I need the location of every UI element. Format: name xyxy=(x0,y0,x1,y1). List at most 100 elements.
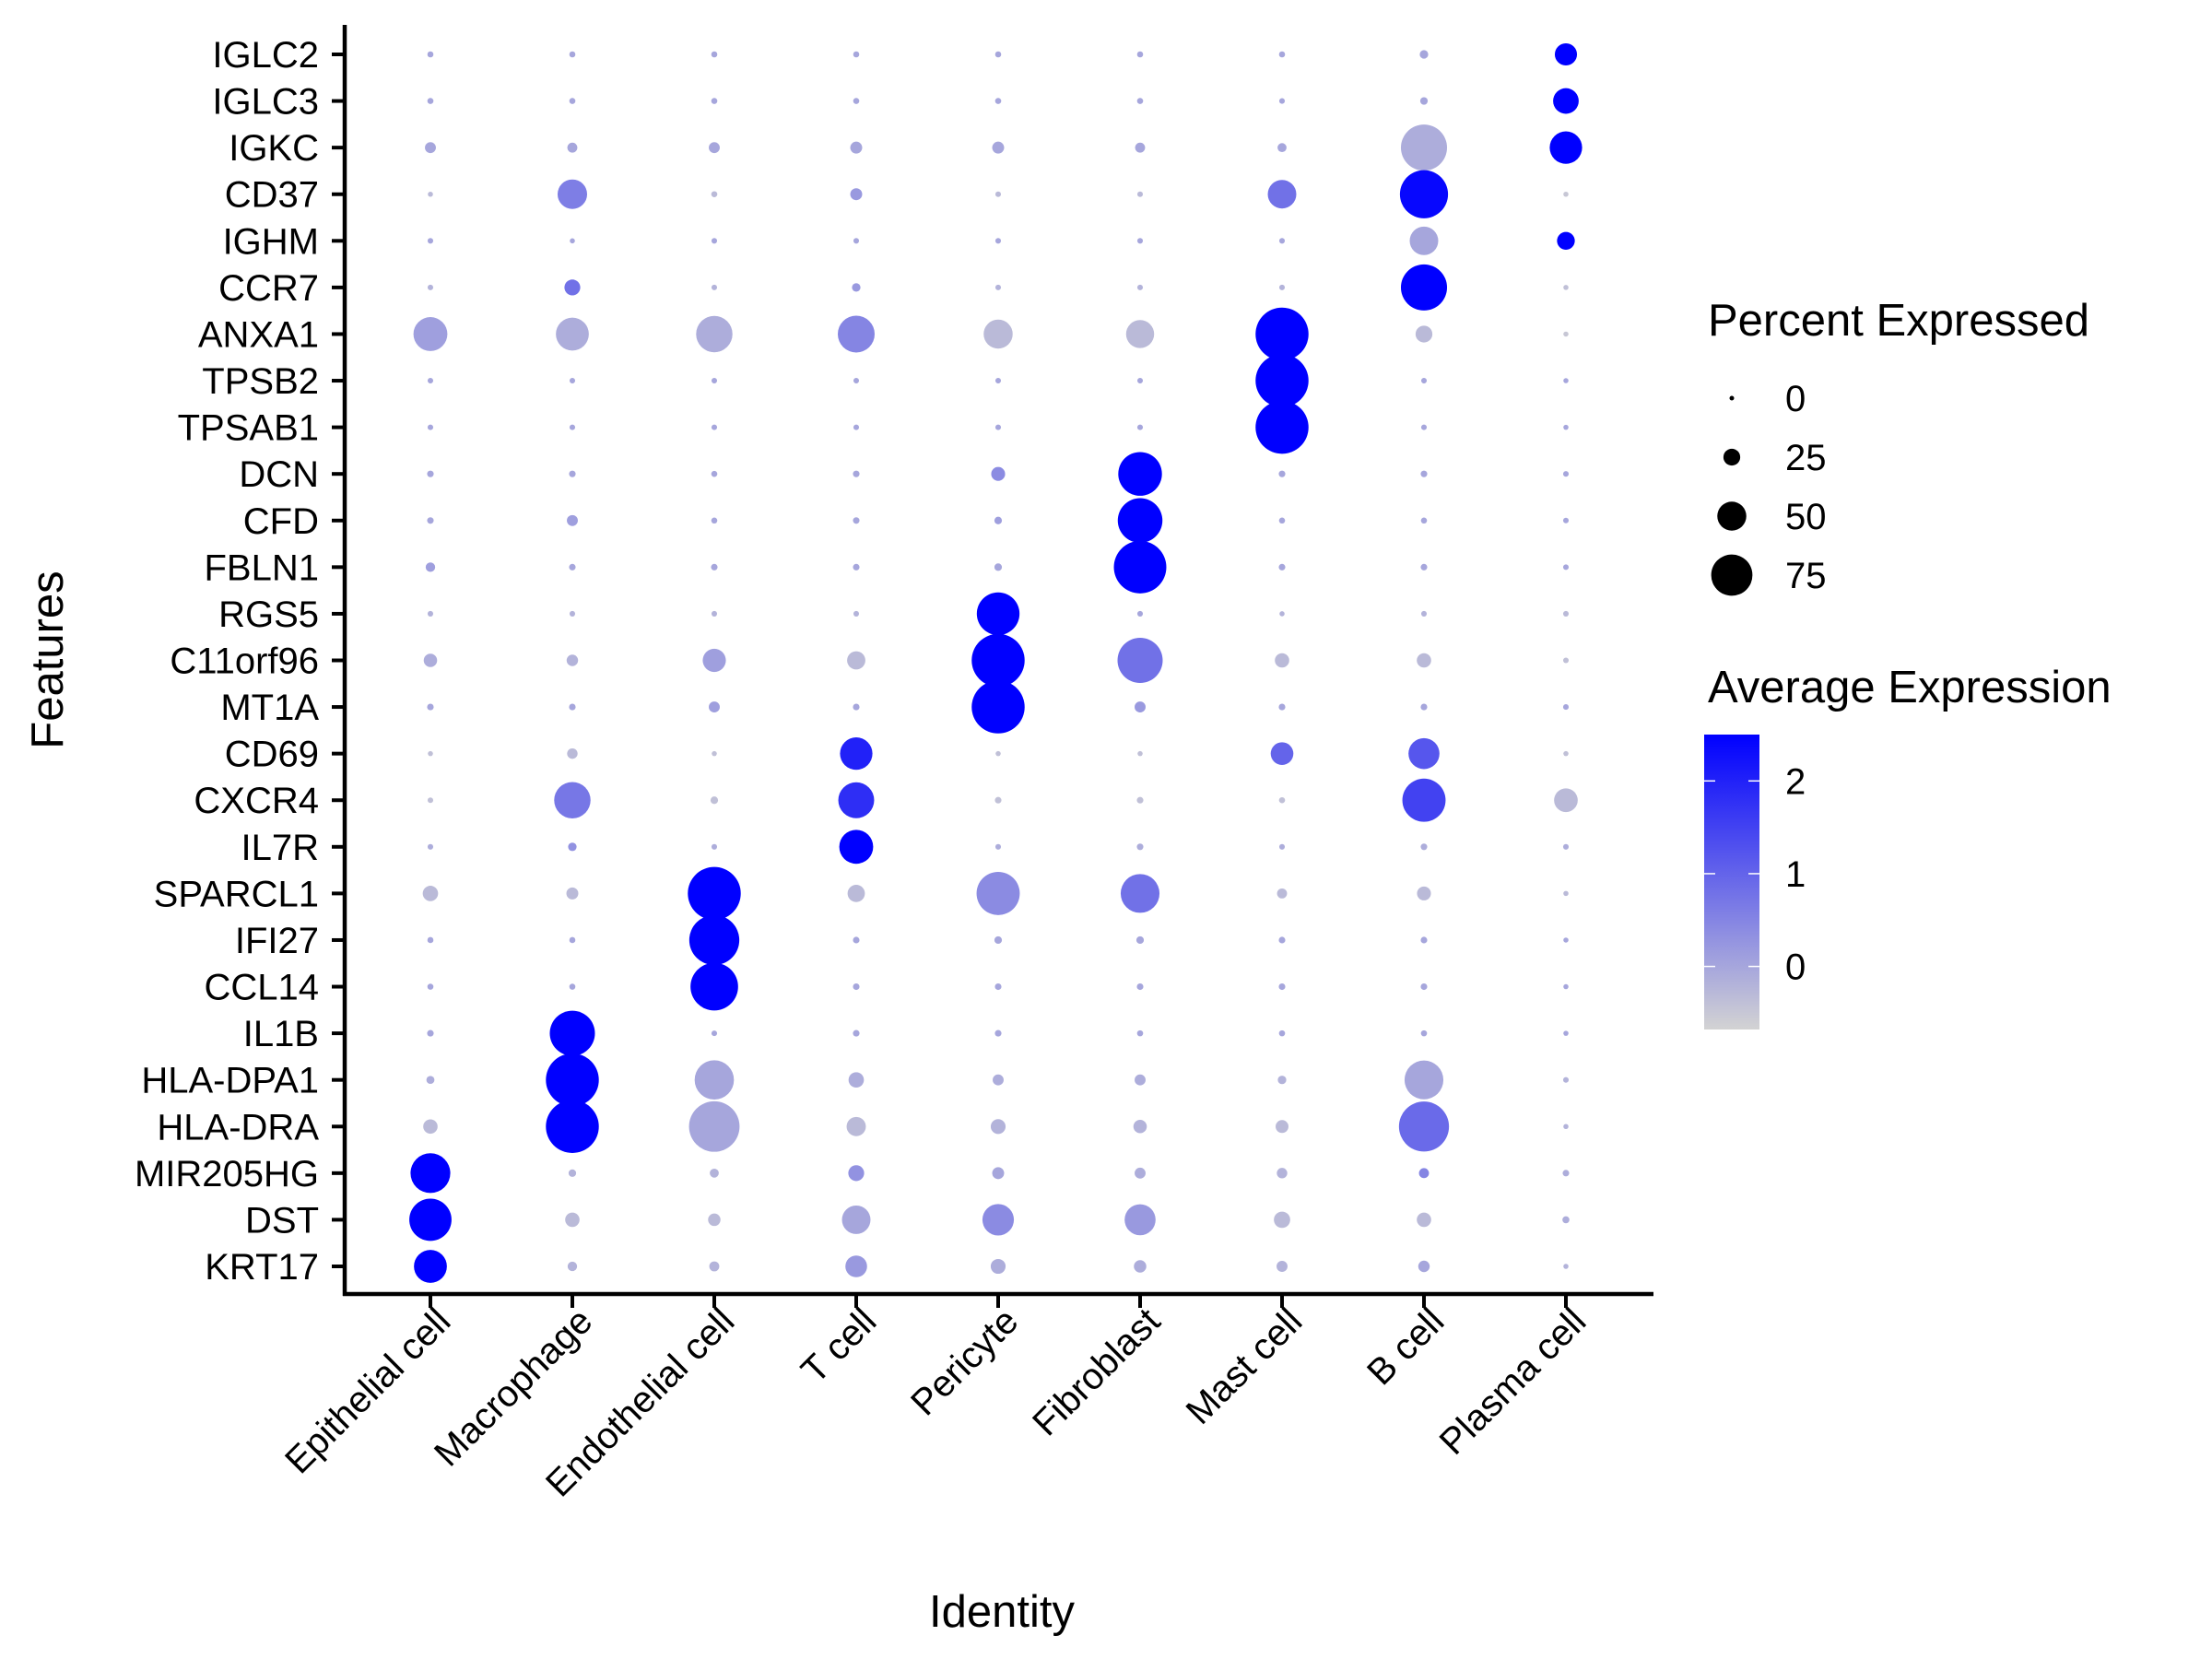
x-tick-label: Plasma cell xyxy=(1432,1300,1594,1463)
y-tick-label: CCL14 xyxy=(204,968,319,1008)
dot-dst-plasma-cell xyxy=(1562,1216,1570,1224)
dot-ccl14-fibroblast xyxy=(1136,982,1144,991)
dot-cfd-epithelial-cell xyxy=(427,517,434,524)
dot-cd37-endothelial-cell xyxy=(711,191,718,198)
dot-ifi27-mast-cell xyxy=(1278,936,1286,944)
dot-cxcr4-b-cell xyxy=(1402,778,1446,822)
dot-fbln1-endothelial-cell xyxy=(711,563,718,571)
dot-mt1a-t-cell xyxy=(853,703,860,711)
dot-cfd-pericyte xyxy=(994,516,1003,524)
dot-anxa1-endothelial-cell xyxy=(696,315,733,353)
y-tick-label: CCR7 xyxy=(218,268,319,309)
dot-dcn-mast-cell xyxy=(1278,470,1286,477)
x-tick-label: B cell xyxy=(1359,1300,1452,1393)
dot-hla-dra-fibroblast xyxy=(1133,1119,1147,1134)
dot-dst-fibroblast xyxy=(1124,1204,1156,1236)
dot-mir205hg-macrophage xyxy=(568,1169,577,1177)
y-tick-label: CD69 xyxy=(225,735,319,775)
dot-tpsb2-macrophage xyxy=(569,378,576,384)
dot-ighm-macrophage xyxy=(570,238,575,244)
dot-dst-endothelial-cell xyxy=(708,1213,721,1227)
size-legend-key xyxy=(1711,554,1753,596)
dot-mt1a-epithelial-cell xyxy=(427,703,434,711)
dot-ccr7-endothelial-cell xyxy=(711,284,718,290)
dot-iglc2-pericyte xyxy=(994,51,1002,58)
dot-dcn-b-cell xyxy=(1420,470,1428,477)
x-tick-label: T cell xyxy=(794,1300,884,1391)
dot-cd37-epithelial-cell xyxy=(428,191,433,197)
dot-tpsb2-fibroblast xyxy=(1136,378,1144,384)
dot-iglc3-t-cell xyxy=(853,98,860,104)
y-tick-label: IL1B xyxy=(243,1014,319,1054)
dot-il1b-plasma-cell xyxy=(1563,1030,1569,1036)
dot-mt1a-endothelial-cell xyxy=(709,701,720,713)
dot-tpsb2-endothelial-cell xyxy=(711,378,718,384)
dot-cd69-epithelial-cell xyxy=(428,750,433,757)
dot-ccr7-b-cell xyxy=(1400,264,1448,311)
dot-cd69-fibroblast xyxy=(1137,750,1143,757)
dot-dcn-endothelial-cell xyxy=(711,470,718,477)
dot-cd69-endothelial-cell xyxy=(712,750,717,757)
size-legend-key xyxy=(1729,395,1735,401)
dot-c11orf96-plasma-cell xyxy=(1562,657,1570,664)
size-legend-label: 0 xyxy=(1785,379,1806,419)
dot-krt17-epithelial-cell xyxy=(414,1250,447,1283)
dot-fbln1-mast-cell xyxy=(1278,563,1286,571)
y-tick-label: MT1A xyxy=(220,688,319,728)
dot-krt17-plasma-cell xyxy=(1563,1264,1569,1269)
dot-il7r-fibroblast xyxy=(1136,843,1144,851)
dot-cd69-plasma-cell xyxy=(1563,750,1569,757)
dot-cfd-mast-cell xyxy=(1278,517,1286,524)
dot-rgs5-epithelial-cell xyxy=(427,610,434,617)
dot-hla-dpa1-fibroblast xyxy=(1135,1074,1146,1086)
dot-ighm-mast-cell xyxy=(1278,238,1286,244)
dot-dst-t-cell xyxy=(841,1205,871,1234)
dot-tpsb2-epithelial-cell xyxy=(427,378,434,384)
dot-ifi27-pericyte xyxy=(994,935,1003,945)
dot-ccr7-t-cell xyxy=(852,283,861,292)
dot-dst-macrophage xyxy=(565,1212,580,1228)
dot-iglc2-macrophage xyxy=(569,51,576,58)
dot-igkc-b-cell xyxy=(1400,124,1448,171)
dot-mt1a-pericyte xyxy=(971,680,1025,734)
dot-cxcr4-fibroblast xyxy=(1136,796,1144,804)
dot-il1b-endothelial-cell xyxy=(711,1030,718,1037)
dot-sparcl1-fibroblast xyxy=(1120,874,1160,913)
dot-il7r-macrophage xyxy=(568,842,577,852)
dot-igkc-endothelial-cell xyxy=(709,142,720,154)
dot-igkc-fibroblast xyxy=(1135,142,1146,153)
dot-mir205hg-pericyte xyxy=(992,1167,1005,1180)
dot-c11orf96-t-cell xyxy=(847,651,865,670)
dot-mir205hg-mast-cell xyxy=(1277,1168,1288,1179)
dot-iglc2-t-cell xyxy=(853,51,860,58)
size-legend-label: 25 xyxy=(1785,438,1827,478)
dot-ifi27-epithelial-cell xyxy=(427,936,434,944)
dot-tpsb2-mast-cell xyxy=(1255,354,1309,407)
dot-dst-b-cell xyxy=(1417,1212,1431,1228)
dot-mir205hg-fibroblast xyxy=(1135,1167,1146,1179)
y-tick-label: CFD xyxy=(243,501,319,542)
dot-rgs5-macrophage xyxy=(569,610,576,617)
dot-il7r-endothelial-cell xyxy=(711,843,718,850)
dot-mir205hg-endothelial-cell xyxy=(710,1168,719,1178)
dot-hla-dpa1-macrophage xyxy=(546,1053,599,1107)
dot-iglc3-epithelial-cell xyxy=(427,98,434,104)
dot-ccl14-t-cell xyxy=(853,982,860,991)
dot-ccl14-mast-cell xyxy=(1278,982,1286,991)
dot-c11orf96-epithelial-cell xyxy=(423,653,438,667)
dot-iglc3-plasma-cell xyxy=(1553,88,1579,114)
dot-mt1a-plasma-cell xyxy=(1562,704,1570,711)
dot-hla-dra-t-cell xyxy=(846,1116,866,1136)
y-tick-label: SPARCL1 xyxy=(154,874,319,914)
dot-il7r-epithelial-cell xyxy=(427,843,434,850)
dot-c11orf96-pericyte xyxy=(971,633,1025,688)
dot-dcn-fibroblast xyxy=(1118,452,1162,496)
y-tick-label: IGLC2 xyxy=(212,35,319,76)
dot-il1b-pericyte xyxy=(994,1030,1002,1037)
x-tick-label: Mast cell xyxy=(1179,1300,1311,1432)
y-tick-label: RGS5 xyxy=(218,594,319,635)
dot-anxa1-plasma-cell xyxy=(1563,331,1569,337)
dot-rgs5-pericyte xyxy=(976,592,1020,636)
